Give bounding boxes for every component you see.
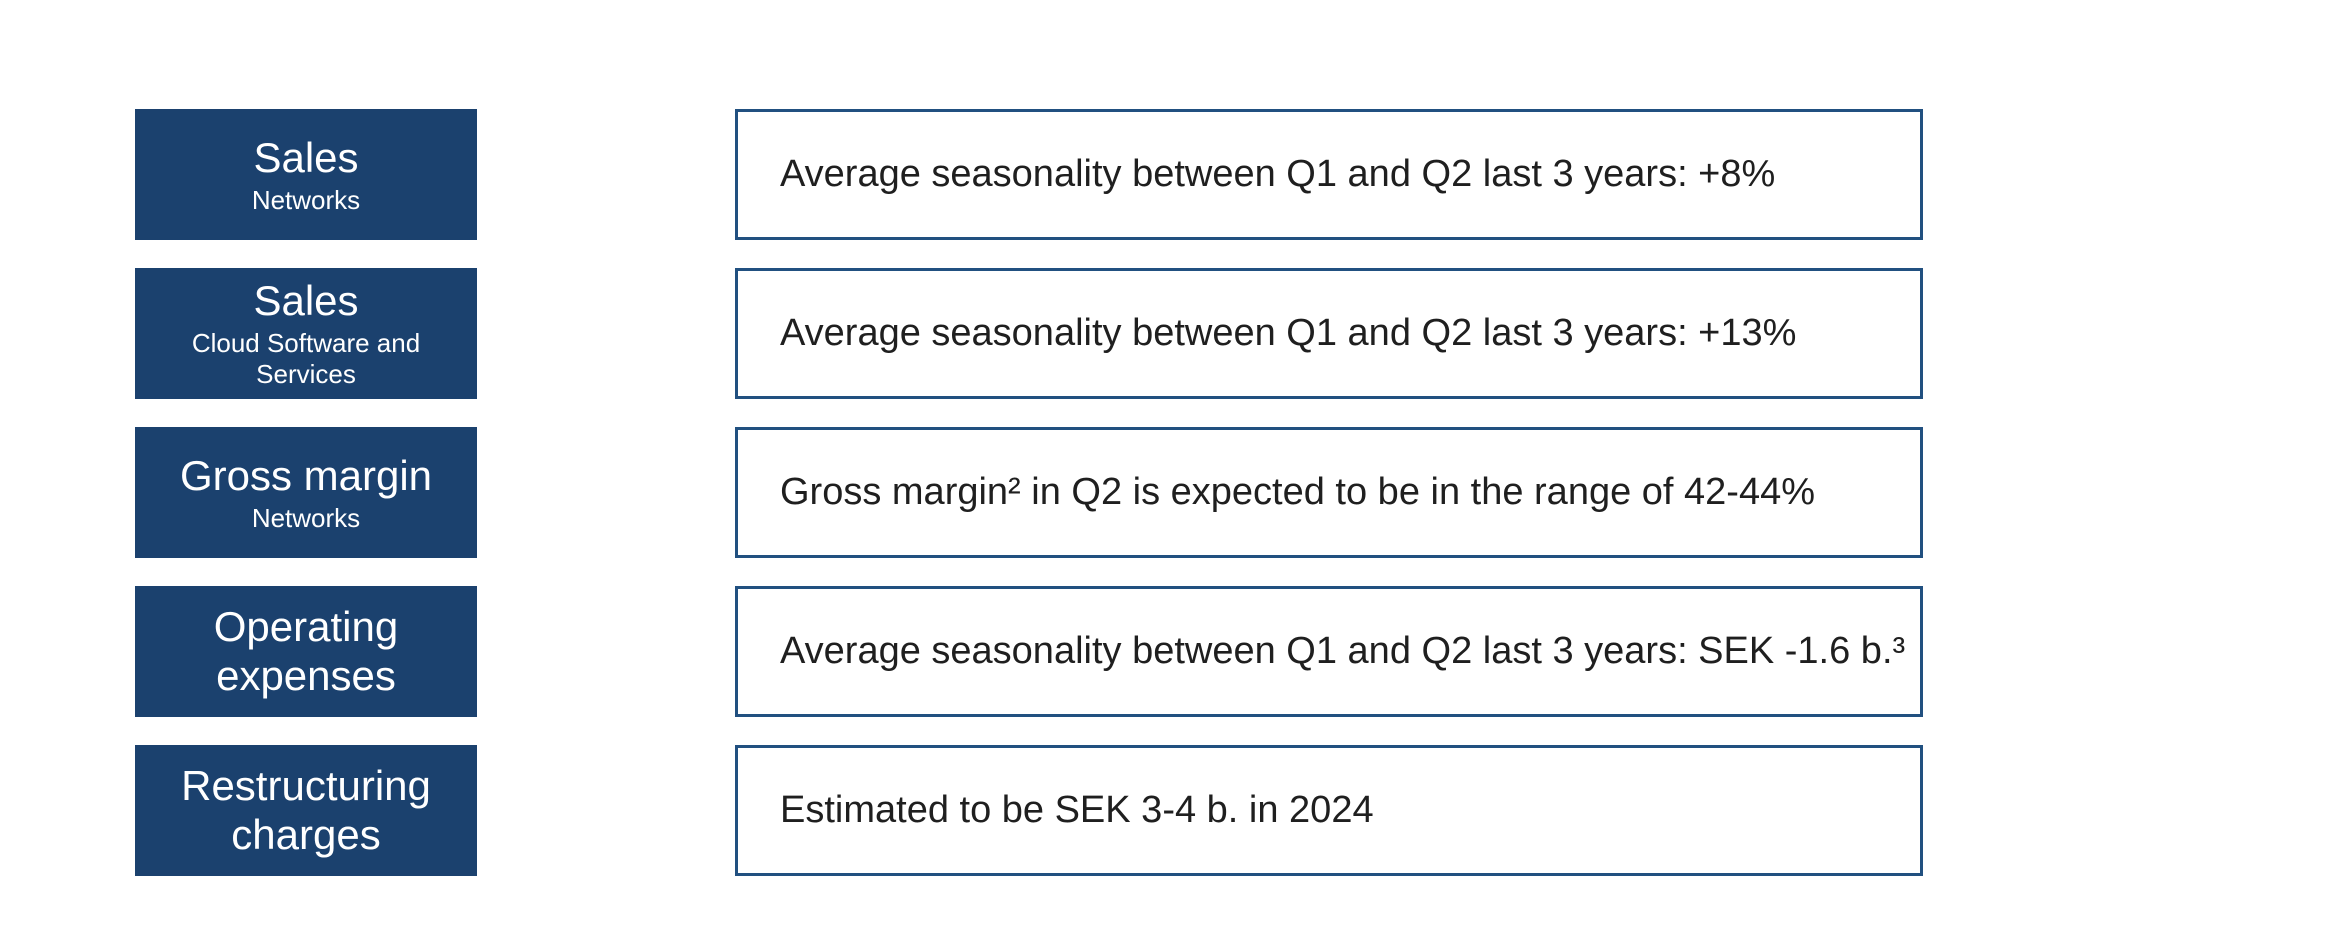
statement-box: Average seasonality between Q1 and Q2 la… [735, 109, 1923, 240]
category-label-box-sales-cloud: Sales Cloud Software and Services [135, 268, 477, 399]
guidance-statement: Average seasonality between Q1 and Q2 la… [780, 152, 1776, 195]
category-label-box-sales-networks: Sales Networks [135, 109, 477, 240]
guidance-statement: Gross margin² in Q2 is expected to be in… [780, 470, 1815, 513]
guidance-statement: Estimated to be SEK 3-4 b. in 2024 [780, 788, 1374, 831]
guidance-row: Restructuring charges Estimated to be SE… [0, 745, 2338, 876]
category-title: Operating expenses [213, 603, 399, 699]
category-subtitle: Networks [251, 184, 361, 215]
category-subtitle: Cloud Software and Services [191, 328, 421, 390]
guidance-statement: Average seasonality between Q1 and Q2 la… [780, 629, 1906, 672]
category-title: Sales [253, 133, 359, 181]
guidance-row: Sales Cloud Software and Services Averag… [0, 268, 2338, 399]
statement-box: Gross margin² in Q2 is expected to be in… [735, 427, 1923, 558]
category-title: Sales [253, 277, 359, 325]
guidance-row: Operating expenses Average seasonality b… [0, 586, 2338, 717]
category-title: Gross margin [179, 451, 433, 499]
statement-box: Average seasonality between Q1 and Q2 la… [735, 586, 1923, 717]
category-label-box-restructuring-charges: Restructuring charges [135, 745, 477, 876]
guidance-statement: Average seasonality between Q1 and Q2 la… [780, 311, 1797, 354]
category-label-box-operating-expenses: Operating expenses [135, 586, 477, 717]
statement-box: Estimated to be SEK 3-4 b. in 2024 [735, 745, 1923, 876]
statement-box: Average seasonality between Q1 and Q2 la… [735, 268, 1923, 399]
guidance-row: Gross margin Networks Gross margin² in Q… [0, 427, 2338, 558]
category-title: Restructuring charges [181, 762, 431, 858]
category-subtitle: Networks [251, 502, 361, 533]
guidance-row: Sales Networks Average seasonality betwe… [0, 109, 2338, 240]
category-label-box-gross-margin: Gross margin Networks [135, 427, 477, 558]
